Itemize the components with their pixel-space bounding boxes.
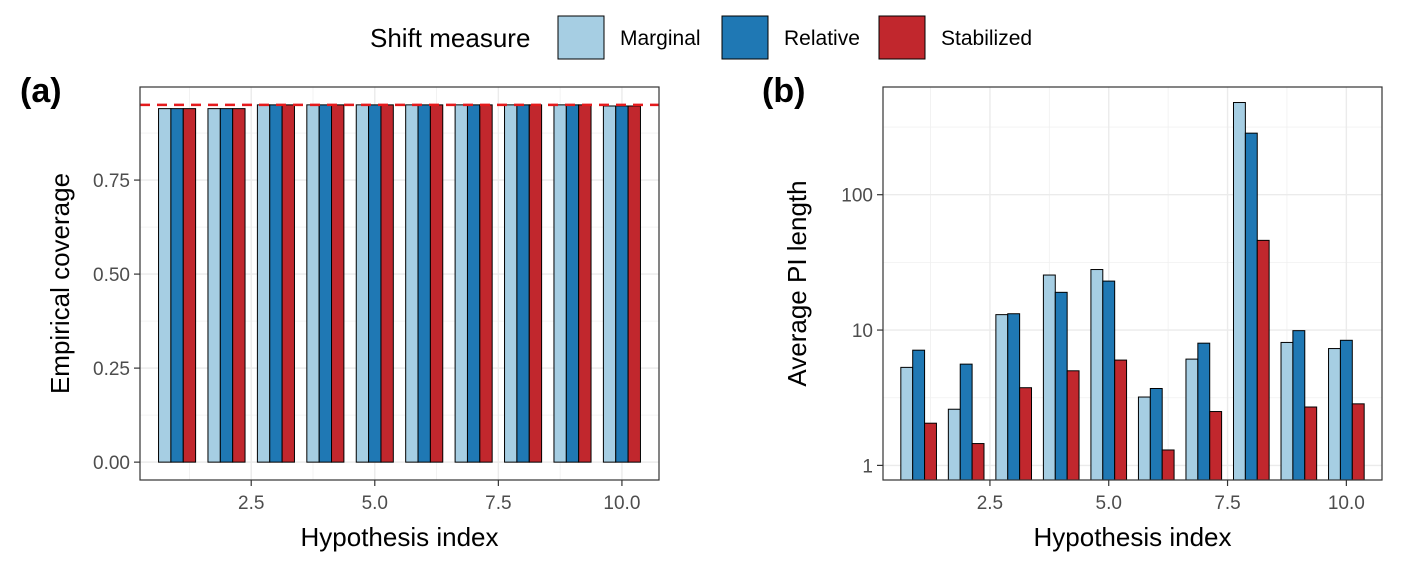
- panel-a-bar-marginal-3: [256, 104, 271, 463]
- panel-a-bar-relative-4: [318, 104, 333, 463]
- panel-b-xtick-label: 10.0: [1328, 493, 1365, 514]
- panel-b-bar-stabilized-5: [1114, 359, 1128, 481]
- panel-a-ytick-label: 0.50: [93, 265, 130, 286]
- panel-b-bar-marginal-6: [1137, 396, 1151, 481]
- legend: Shift measure Marginal Relative Stabiliz…: [370, 15, 1032, 60]
- panel-a-bar-marginal-4: [306, 104, 320, 463]
- panel-label-a: (a): [20, 72, 62, 110]
- panel-b-bar-marginal-1: [900, 366, 914, 481]
- legend-title: Shift measure: [370, 23, 530, 53]
- panel-b-bar-relative-7: [1197, 342, 1211, 481]
- panel-b-bar-marginal-3: [995, 314, 1009, 481]
- panel-a-bar-stabilized-7: [479, 104, 493, 463]
- panel-a-ytick-label: 0.00: [93, 453, 130, 474]
- panel-b-bar-stabilized-4: [1066, 370, 1080, 481]
- panel-a-bar-marginal-8: [504, 104, 518, 463]
- panel-a-bar-stabilized-6: [429, 104, 444, 463]
- panel-b-bar-stabilized-9: [1304, 406, 1318, 481]
- panel-a-bar-relative-9: [565, 104, 580, 463]
- panel-a-xtick-label: 5.0: [362, 493, 388, 514]
- panel-label-b: (b): [762, 72, 805, 110]
- panel-a-bars: [158, 104, 641, 463]
- panel-b-bar-marginal-5: [1090, 269, 1104, 481]
- panel-a-ytick-label: 0.75: [93, 171, 130, 192]
- panel-b-bar-marginal-8: [1232, 102, 1246, 481]
- legend-swatch-stabilized: [878, 15, 926, 60]
- panel-a-bar-stabilized-4: [331, 104, 345, 463]
- panel-a-xtick-label: 10.0: [603, 493, 640, 514]
- panel-a-xtick-label: 2.5: [238, 493, 264, 514]
- panel-b-bar-stabilized-2: [971, 443, 985, 481]
- panel-a-bar-marginal-9: [553, 104, 567, 463]
- legend-label-relative: Relative: [784, 27, 860, 50]
- panel-b-xtick-label: 5.0: [1096, 493, 1122, 514]
- panel-a-bar-marginal-6: [405, 104, 419, 463]
- panel-b-bar-stabilized-8: [1256, 239, 1270, 481]
- panel-a-bar-stabilized-2: [232, 108, 246, 463]
- panel-b-bar-stabilized-6: [1161, 449, 1175, 481]
- panel-a-bar-stabilized-10: [627, 105, 641, 463]
- panel-b-bar-relative-2: [959, 363, 973, 481]
- panel-a-bar-relative-6: [417, 104, 431, 463]
- panel-a-bar-relative-3: [269, 104, 283, 463]
- panel-b-xtick-label: 7.5: [1214, 493, 1240, 514]
- legend-swatch-marginal: [557, 15, 605, 60]
- panel-a-bar-marginal-10: [602, 105, 617, 463]
- panel-b-bar-stabilized-3: [1019, 387, 1033, 481]
- panel-b-border: [882, 86, 1383, 481]
- panel-b-xlabel: Hypothesis index: [1034, 522, 1232, 552]
- panel-a-bar-relative-1: [170, 108, 184, 463]
- chart-panel-a: 2.5 5.0 7.5 10.0 0.00 0.25 0.50 0.75 Hypothesis…: [45, 86, 660, 552]
- panel-b-bar-marginal-4: [1042, 274, 1056, 481]
- panel-b-bar-stabilized-7: [1209, 411, 1223, 481]
- panel-a-bar-marginal-2: [207, 108, 221, 463]
- panel-b-ticks: 2.5 5.0 7.5 10.0 1 10 100: [841, 186, 1365, 514]
- legend-label-stabilized: Stabilized: [941, 27, 1032, 50]
- panel-a-bar-relative-2: [219, 108, 234, 463]
- panel-b-bar-relative-5: [1102, 280, 1116, 481]
- panel-a-border: [139, 86, 660, 481]
- panel-a-xlabel: Hypothesis index: [301, 522, 499, 552]
- panel-b-bar-relative-1: [912, 349, 926, 481]
- panel-b-bar-marginal-2: [947, 408, 961, 481]
- panel-a-bar-relative-5: [368, 104, 382, 463]
- panel-b-bar-stabilized-1: [924, 422, 937, 481]
- legend-swatch-relative: [721, 15, 769, 60]
- panel-a-bar-marginal-7: [454, 104, 468, 463]
- panel-b-bar-marginal-7: [1185, 358, 1199, 481]
- panel-b-bar-relative-8: [1244, 132, 1258, 481]
- panel-a-bar-relative-7: [466, 104, 481, 463]
- legend-label-marginal: Marginal: [620, 27, 701, 50]
- panel-b-bar-marginal-10: [1328, 348, 1341, 481]
- panel-b-bar-relative-3: [1007, 313, 1021, 481]
- panel-a-bar-stabilized-5: [380, 104, 394, 463]
- panel-b-ytick-label: 1: [862, 456, 873, 477]
- panel-b-ytick-label: 100: [841, 186, 873, 207]
- panel-a-bar-stabilized-1: [182, 108, 197, 463]
- panel-b-ytick-label: 10: [852, 321, 873, 342]
- panel-b-bar-stabilized-10: [1351, 403, 1365, 481]
- panel-b-bar-relative-9: [1292, 330, 1306, 481]
- panel-b-bars: [900, 102, 1365, 481]
- panel-b-bar-marginal-9: [1280, 341, 1294, 481]
- panel-a-bar-marginal-1: [158, 108, 172, 463]
- panel-a-bar-relative-10: [615, 105, 629, 463]
- panel-a-bar-marginal-5: [355, 104, 370, 463]
- panel-a-ylabel: Empirical coverage: [45, 173, 75, 394]
- panel-b-ylabel: Average PI length: [782, 180, 812, 386]
- panel-b-bar-relative-6: [1149, 387, 1163, 481]
- panel-b-xtick-label: 2.5: [977, 493, 1003, 514]
- panel-a-bar-stabilized-3: [281, 104, 295, 463]
- panel-a-bar-relative-8: [516, 104, 530, 463]
- panel-a-ticks: 2.5 5.0 7.5 10.0 0.00 0.25 0.50 0.75: [93, 171, 640, 514]
- panel-a-xtick-label: 7.5: [485, 493, 511, 514]
- panel-b-bar-relative-10: [1339, 339, 1353, 481]
- panel-b-bar-relative-4: [1054, 291, 1068, 481]
- panel-a-bar-stabilized-8: [528, 104, 543, 463]
- chart-panel-b: 2.5 5.0 7.5 10.0 1 10 100 Hypothesis index Ave…: [782, 86, 1383, 552]
- panel-a-bar-stabilized-9: [578, 104, 592, 463]
- panel-a-ytick-label: 0.25: [93, 359, 130, 380]
